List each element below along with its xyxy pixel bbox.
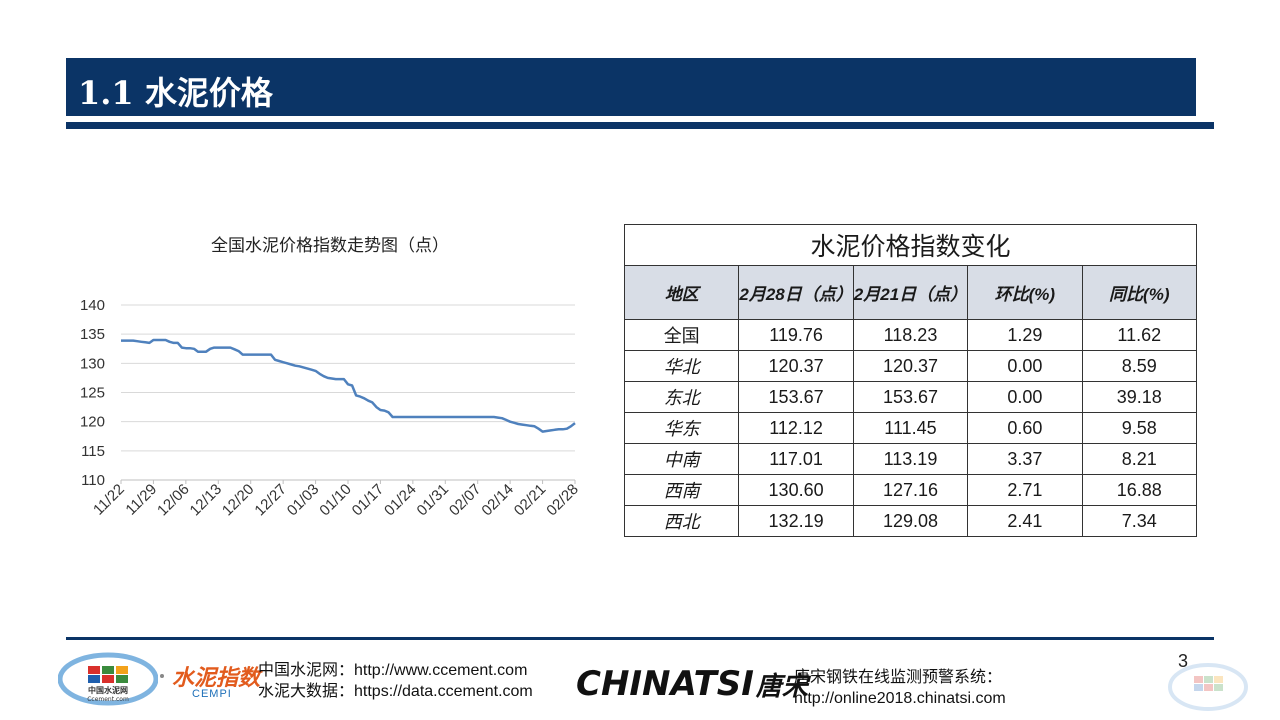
tangsong-label: 唐宋钢铁在线监测预警系统：	[794, 669, 1003, 686]
table-cell: 117.01	[738, 443, 854, 475]
series-line	[121, 338, 576, 433]
x-tick-label: 01/10	[316, 481, 355, 520]
table-cell: 西南	[623, 474, 740, 506]
x-tick-label: 12/27	[251, 481, 290, 520]
cempi-logo: 水泥指数 CEMPI	[172, 660, 260, 704]
table-cell: 153.67	[852, 381, 969, 413]
header-divider	[66, 122, 1214, 129]
x-tick-label: 01/24	[381, 481, 420, 520]
x-tick-label: 02/21	[511, 481, 550, 520]
ccement-links: 中国水泥网：http://www.ccement.com 水泥大数据：https…	[258, 660, 533, 702]
tangsong-links: 唐宋钢铁在线监测预警系统： http://online2018.chinatsi…	[794, 667, 1006, 709]
table-caption: 水泥价格指数变化	[624, 224, 1197, 266]
table-cell: 9.58	[1081, 412, 1198, 444]
ccement-logo: 中国水泥网 Ccement.com	[58, 652, 158, 706]
table-cell: 0.00	[967, 381, 1083, 413]
x-tick-label: 11/29	[122, 481, 160, 519]
corner-watermark-logo	[1168, 663, 1248, 711]
table-row: 华东 112.12 111.45 0.60 9.58	[623, 412, 1198, 444]
table-cell: 0.00	[967, 350, 1083, 382]
table-header-cell: 地区	[623, 265, 740, 320]
table-cell: 132.19	[738, 505, 854, 537]
chinatsi-brand: CHINATSI	[576, 664, 754, 704]
price-index-table: 水泥价格指数变化 地区 2月28日（点） 2月21日（点） 环比(%) 同比(%…	[623, 224, 1198, 537]
table-cell: 全国	[623, 319, 740, 351]
y-tick-label: 115	[81, 443, 105, 460]
tangsong-link[interactable]: http://online2018.chinatsi.com	[794, 690, 1006, 707]
chinatsi-cn: 唐宋	[755, 672, 808, 702]
x-tick-label: 02/07	[446, 481, 485, 520]
cempi-logo-sub: CEMPI	[192, 688, 232, 700]
y-tick-label: 110	[81, 472, 105, 489]
separator-dot	[160, 674, 164, 678]
header-bar: 1.1 水泥价格	[66, 58, 1196, 116]
x-tick-label: 01/31	[414, 481, 453, 520]
table-cell: 153.67	[738, 381, 854, 413]
table-cell: 16.88	[1081, 474, 1198, 506]
table-cell: 西北	[623, 505, 740, 537]
table-header-row: 地区 2月28日（点） 2月21日（点） 环比(%) 同比(%)	[623, 265, 1198, 320]
table-row: 西南 130.60 127.16 2.71 16.88	[623, 474, 1198, 506]
table-header-cell: 环比(%)	[967, 265, 1083, 320]
table-header-cell: 同比(%)	[1081, 265, 1198, 320]
table-cell: 中南	[623, 443, 740, 475]
chinatsi-logo: CHINATSI唐宋	[576, 664, 808, 704]
table-header-cell: 2月21日（点）	[852, 265, 969, 320]
table-row: 华北 120.37 120.37 0.00 8.59	[623, 350, 1198, 382]
x-tick-label: 01/17	[349, 481, 388, 520]
data-ccement-link[interactable]: 水泥大数据：https://data.ccement.com	[258, 683, 533, 700]
x-tick-label: 02/14	[478, 481, 517, 520]
table-cell: 120.37	[738, 350, 854, 382]
table-cell: 119.76	[738, 319, 854, 351]
x-tick-label: 01/03	[284, 481, 323, 520]
table-cell: 华北	[623, 350, 740, 382]
table-cell: 2.41	[967, 505, 1083, 537]
x-tick-label: 12/20	[219, 481, 258, 520]
cempi-logo-text: 水泥指数	[172, 665, 261, 690]
table-cell: 120.37	[852, 350, 969, 382]
table-cell: 8.59	[1081, 350, 1198, 382]
chart-title: 全国水泥价格指数走势图（点）	[211, 236, 449, 255]
y-tick-label: 130	[80, 355, 105, 372]
table-cell: 2.71	[967, 474, 1083, 506]
x-tick-label: 02/28	[543, 481, 582, 520]
ccement-logo-sub: Ccement.com	[87, 696, 129, 703]
table-cell: 112.12	[738, 412, 854, 444]
table-cell: 130.60	[738, 474, 854, 506]
table-cell: 111.45	[852, 412, 969, 444]
x-tick-label: 12/06	[154, 481, 193, 520]
page-number: 3	[1178, 651, 1189, 671]
table-row: 西北 132.19 129.08 2.41 7.34	[623, 505, 1198, 537]
y-tick-label: 135	[80, 326, 105, 343]
price-index-chart: 11011512012513013514011/2211/2912/0612/1…	[80, 297, 582, 520]
x-tick-label: 12/13	[187, 481, 226, 520]
table-cell: 127.16	[852, 474, 969, 506]
table-row: 东北 153.67 153.67 0.00 39.18	[623, 381, 1198, 413]
ccement-link[interactable]: 中国水泥网：http://www.ccement.com	[258, 662, 528, 679]
ccement-logo-text: 中国水泥网	[88, 685, 128, 695]
table-row: 中南 117.01 113.19 3.37 8.21	[623, 443, 1198, 475]
page-title: 1.1 水泥价格	[78, 74, 273, 112]
table-cell: 东北	[623, 381, 740, 413]
table-cell: 1.29	[967, 319, 1083, 351]
table-cell: 129.08	[852, 505, 969, 537]
table-cell: 7.34	[1081, 505, 1198, 537]
y-tick-label: 140	[80, 297, 105, 314]
table-cell: 11.62	[1081, 319, 1198, 351]
footer-divider	[66, 637, 1214, 640]
table-row: 全国 119.76 118.23 1.29 11.62	[623, 319, 1198, 351]
table-cell: 118.23	[852, 319, 969, 351]
table-cell: 113.19	[852, 443, 969, 475]
table-cell: 3.37	[967, 443, 1083, 475]
table-cell: 8.21	[1081, 443, 1198, 475]
y-tick-label: 125	[80, 385, 105, 402]
table-cell: 39.18	[1081, 381, 1198, 413]
table-cell: 0.60	[967, 412, 1083, 444]
table-cell: 华东	[623, 412, 740, 444]
table-header-cell: 2月28日（点）	[738, 265, 854, 320]
y-tick-label: 120	[80, 414, 105, 431]
